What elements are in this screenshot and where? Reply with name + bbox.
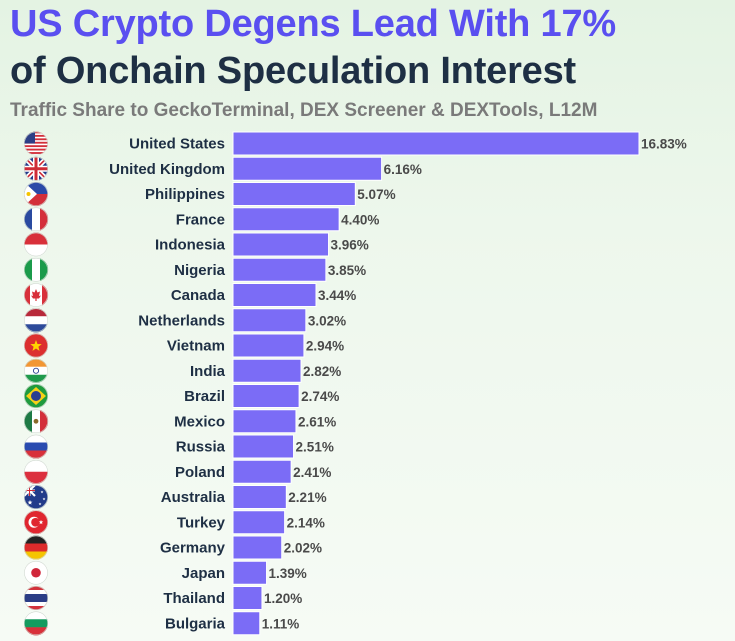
value-label: 3.02% bbox=[308, 313, 346, 328]
india-flag-icon bbox=[24, 358, 48, 383]
bar-brazil bbox=[232, 384, 300, 408]
value-label: 1.20% bbox=[264, 591, 302, 606]
category-label: Germany bbox=[160, 540, 226, 557]
bar-united-kingdom bbox=[232, 156, 383, 181]
category-label: Mexico bbox=[174, 413, 225, 430]
value-label: 2.41% bbox=[293, 465, 331, 480]
category-label: Indonesia bbox=[155, 237, 226, 254]
thailand-flag-icon bbox=[24, 586, 48, 610]
category-label: Poland bbox=[175, 464, 225, 481]
bulgaria-flag-icon bbox=[24, 611, 48, 636]
chart-title-line1: US Crypto Degens Lead With 17% bbox=[10, 3, 616, 45]
category-label: Brazil bbox=[184, 388, 225, 405]
germany-flag-icon bbox=[24, 535, 48, 560]
value-label: 16.83% bbox=[641, 137, 687, 152]
value-label: 2.61% bbox=[298, 414, 336, 429]
bar-mexico bbox=[232, 409, 297, 434]
value-label: 2.74% bbox=[301, 389, 339, 404]
category-label: France bbox=[176, 211, 225, 228]
category-label: Japan bbox=[182, 565, 225, 582]
nigeria-flag-icon bbox=[24, 257, 49, 282]
bar-indonesia bbox=[232, 232, 330, 257]
bar-nigeria bbox=[232, 257, 327, 282]
value-label: 5.07% bbox=[357, 187, 395, 202]
france-flag-icon bbox=[24, 207, 49, 232]
bar-philippines bbox=[232, 182, 356, 206]
category-label: Bulgaria bbox=[165, 615, 226, 632]
uk-flag-icon bbox=[24, 156, 48, 181]
value-label: 2.51% bbox=[296, 440, 334, 455]
bar-united-states bbox=[232, 131, 640, 156]
category-label: Netherlands bbox=[138, 312, 225, 329]
bar-germany bbox=[232, 535, 283, 560]
philippines-flag-icon bbox=[24, 182, 48, 207]
canada-flag-icon bbox=[24, 283, 49, 307]
category-label: Russia bbox=[176, 439, 226, 456]
value-label: 6.16% bbox=[384, 162, 422, 177]
value-label: 3.85% bbox=[328, 263, 366, 278]
bar-poland bbox=[232, 459, 292, 484]
value-label: 3.96% bbox=[331, 238, 369, 253]
bar-russia bbox=[232, 434, 295, 459]
bar-canada bbox=[232, 283, 317, 307]
value-label: 2.21% bbox=[288, 490, 326, 505]
chart-title-line2: of Onchain Speculation Interest bbox=[10, 50, 576, 92]
bar-france bbox=[232, 207, 340, 232]
bar-japan bbox=[232, 560, 268, 585]
value-label: 2.02% bbox=[284, 541, 322, 556]
japan-flag-icon bbox=[24, 560, 48, 585]
bar-vietnam bbox=[232, 333, 305, 358]
value-label: 3.44% bbox=[318, 288, 356, 303]
turkey-flag-icon bbox=[24, 510, 48, 535]
australia-flag-icon bbox=[24, 485, 48, 509]
value-label: 4.40% bbox=[341, 212, 379, 227]
category-label: Nigeria bbox=[174, 262, 226, 279]
russia-flag-icon bbox=[24, 434, 48, 459]
chart-subtitle: Traffic Share to GeckoTerminal, DEX Scre… bbox=[10, 100, 598, 121]
category-label: Thailand bbox=[163, 590, 225, 607]
indonesia-flag-icon bbox=[24, 232, 48, 257]
bar-turkey bbox=[232, 510, 286, 535]
category-label: Turkey bbox=[177, 514, 226, 531]
value-label: 1.39% bbox=[269, 566, 307, 581]
category-label: Australia bbox=[161, 489, 226, 506]
mexico-flag-icon bbox=[24, 409, 49, 434]
bar-netherlands bbox=[232, 308, 307, 333]
value-label: 2.94% bbox=[306, 339, 344, 354]
category-label: United States bbox=[129, 136, 225, 153]
poland-flag-icon bbox=[24, 459, 48, 484]
vietnam-flag-icon bbox=[24, 333, 48, 358]
brazil-flag-icon bbox=[24, 384, 48, 408]
category-label: Vietnam bbox=[167, 338, 225, 355]
value-label: 1.11% bbox=[262, 616, 300, 631]
netherlands-flag-icon bbox=[24, 308, 48, 333]
category-label: Canada bbox=[171, 287, 226, 304]
value-label: 2.14% bbox=[287, 515, 325, 530]
us-flag-icon bbox=[24, 131, 48, 156]
bar-bulgaria bbox=[232, 611, 261, 636]
category-label: Philippines bbox=[145, 186, 225, 203]
category-label: United Kingdom bbox=[109, 161, 225, 178]
value-label: 2.82% bbox=[303, 364, 341, 379]
bar-india bbox=[232, 358, 302, 383]
bar-thailand bbox=[232, 586, 263, 610]
category-label: India bbox=[190, 363, 226, 380]
bar-australia bbox=[232, 485, 287, 509]
